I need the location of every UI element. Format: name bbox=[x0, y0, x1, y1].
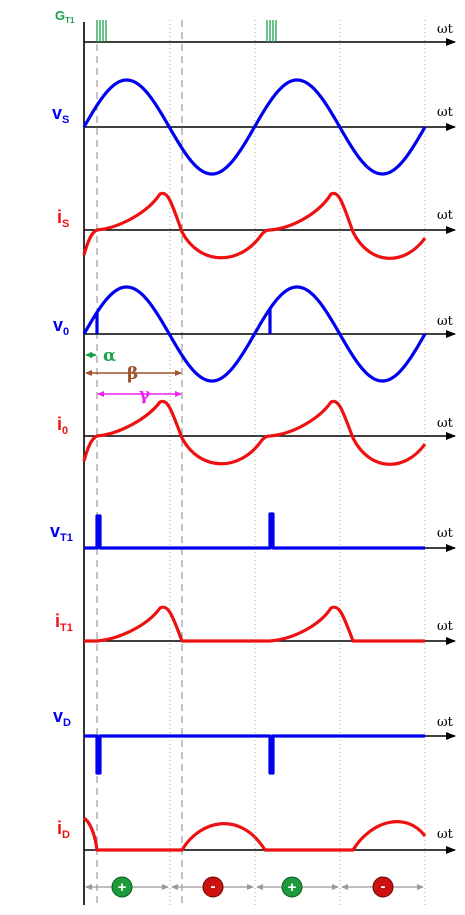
vs-waveform bbox=[82, 78, 427, 176]
label-is-sub: S bbox=[62, 218, 69, 230]
label-vs: vS bbox=[52, 103, 69, 126]
label-v0-main: v bbox=[53, 315, 63, 335]
alpha-label: α bbox=[103, 346, 116, 366]
label-vt1-sub: T1 bbox=[60, 532, 73, 544]
label-it1-main: i bbox=[55, 611, 60, 631]
label-is-main: i bbox=[57, 207, 62, 227]
label-i0-main: i bbox=[57, 414, 62, 434]
signal-labels: GT1 vS iS v0 i0 vT1 iT1 vD iD bbox=[50, 8, 75, 841]
label-i0: i0 bbox=[57, 414, 68, 437]
wt-label-id: ωt bbox=[437, 827, 454, 842]
is-waveform bbox=[82, 191, 427, 260]
polarity-badge-2: - bbox=[202, 876, 224, 898]
i0-waveform bbox=[82, 399, 427, 466]
id-waveform bbox=[82, 816, 427, 852]
polarity-badge-1: + bbox=[111, 876, 133, 898]
beta-label: β bbox=[127, 364, 138, 384]
polarity-badge-3: + bbox=[281, 876, 303, 898]
wt-label-v0: ωt bbox=[437, 314, 454, 329]
gate-pulse-1 bbox=[96, 20, 107, 42]
label-vt1: vT1 bbox=[50, 521, 73, 544]
label-v0: v0 bbox=[53, 315, 69, 338]
polarity-badge-4-text: - bbox=[381, 878, 386, 895]
it1-waveform bbox=[84, 605, 425, 643]
polarity-badge-2-text: - bbox=[211, 878, 216, 895]
label-it1-sub: T1 bbox=[60, 622, 73, 634]
vt1-waveform bbox=[84, 512, 425, 550]
vd-waveform bbox=[84, 734, 425, 775]
gamma-label: γ bbox=[139, 385, 151, 405]
label-id-main: i bbox=[57, 818, 62, 838]
wt-label-it1: ωt bbox=[437, 619, 454, 634]
gate-pulses bbox=[96, 20, 277, 42]
label-vs-sub: S bbox=[62, 114, 69, 126]
wt-label-is: ωt bbox=[437, 208, 454, 223]
label-i0-sub: 0 bbox=[62, 425, 68, 437]
label-vd: vD bbox=[53, 706, 71, 729]
dimension-alpha: α bbox=[85, 346, 116, 366]
wt-label-vt1: ωt bbox=[437, 526, 454, 541]
label-is: iS bbox=[57, 207, 69, 230]
gate-pulse-2 bbox=[266, 20, 277, 42]
wt-labels: ωt ωt ωt ωt ωt ωt ωt ωt ωt bbox=[437, 22, 454, 842]
polarity-badge-4: - bbox=[372, 876, 394, 898]
wt-label-gate: ωt bbox=[437, 22, 454, 37]
polarity-badge-3-text: + bbox=[288, 879, 297, 896]
label-gate: GT1 bbox=[55, 8, 75, 25]
label-gate-sub: T1 bbox=[65, 16, 75, 25]
polarity-badge-1-text: + bbox=[118, 879, 127, 896]
dimension-beta: β bbox=[85, 364, 182, 384]
label-id: iD bbox=[57, 818, 70, 841]
dimension-gamma: γ bbox=[97, 385, 182, 405]
label-vs-main: v bbox=[52, 103, 62, 123]
label-vd-sub: D bbox=[63, 717, 71, 729]
label-vd-main: v bbox=[53, 706, 63, 726]
label-v0-sub: 0 bbox=[63, 326, 69, 338]
wt-label-vd: ωt bbox=[437, 715, 454, 730]
polarity-badges: + - + - bbox=[111, 876, 394, 898]
wt-label-i0: ωt bbox=[437, 416, 454, 431]
label-vt1-main: v bbox=[50, 521, 60, 541]
v0-waveform bbox=[82, 285, 427, 383]
label-id-sub: D bbox=[62, 829, 70, 841]
label-gate-main: G bbox=[55, 8, 65, 23]
wt-label-vs: ωt bbox=[437, 105, 454, 120]
label-it1: iT1 bbox=[55, 611, 73, 634]
